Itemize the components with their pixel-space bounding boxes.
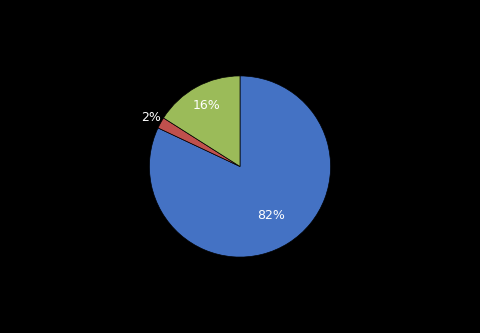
Wedge shape bbox=[164, 76, 240, 166]
Text: 16%: 16% bbox=[193, 99, 220, 112]
Wedge shape bbox=[158, 118, 240, 166]
Text: 2%: 2% bbox=[141, 111, 161, 124]
Text: 82%: 82% bbox=[257, 209, 285, 222]
Wedge shape bbox=[149, 76, 331, 257]
